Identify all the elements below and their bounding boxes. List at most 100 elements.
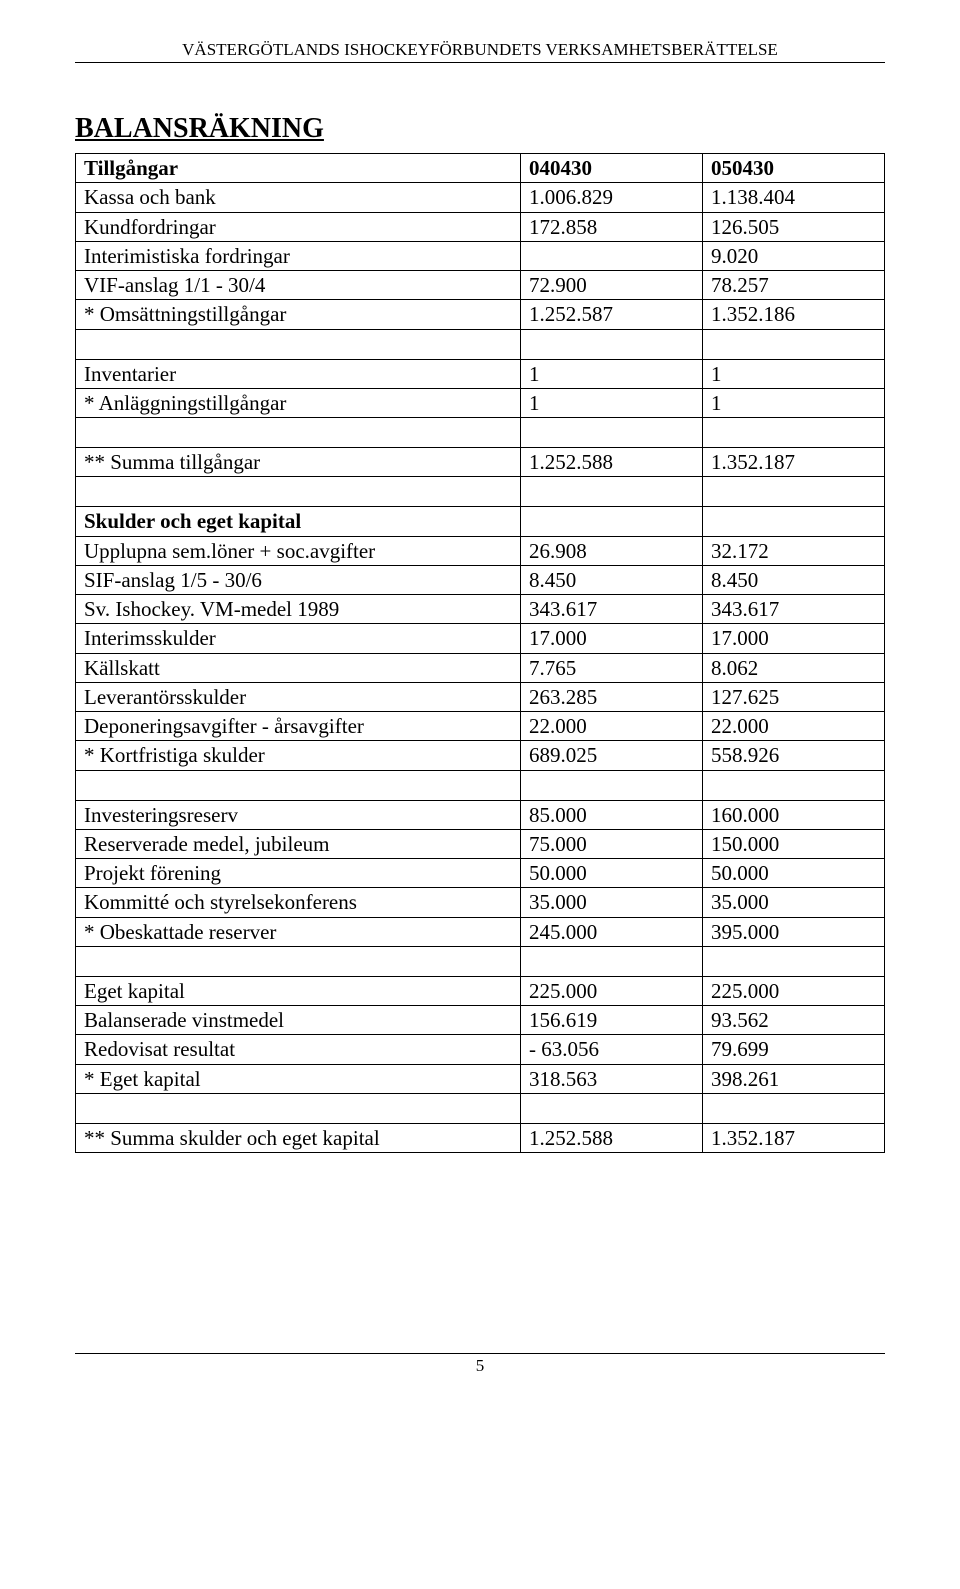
table-row: Projekt förening50.00050.000 bbox=[76, 859, 885, 888]
cell-empty bbox=[76, 946, 521, 976]
cell-value-2: 160.000 bbox=[702, 800, 884, 829]
cell-value-1: 8.450 bbox=[520, 565, 702, 594]
cell-empty bbox=[76, 418, 521, 448]
cell-value-2: 1 bbox=[702, 359, 884, 388]
cell-value-2 bbox=[702, 507, 884, 536]
page-header: VÄSTERGÖTLANDS ISHOCKEYFÖRBUNDETS VERKSA… bbox=[75, 40, 885, 60]
cell-label: Projekt förening bbox=[76, 859, 521, 888]
table-row: * Obeskattade reserver245.000395.000 bbox=[76, 917, 885, 946]
cell-value-2: 17.000 bbox=[702, 624, 884, 653]
cell-empty bbox=[76, 477, 521, 507]
cell-value-1: 26.908 bbox=[520, 536, 702, 565]
cell-label: * Anläggningstillgångar bbox=[76, 388, 521, 417]
cell-value-2: 50.000 bbox=[702, 859, 884, 888]
header-rule bbox=[75, 62, 885, 63]
table-row: * Anläggningstillgångar11 bbox=[76, 388, 885, 417]
cell-value-1: 22.000 bbox=[520, 712, 702, 741]
table-row: Redovisat resultat- 63.05679.699 bbox=[76, 1035, 885, 1064]
table-row: VIF-anslag 1/1 - 30/472.90078.257 bbox=[76, 271, 885, 300]
table-row: * Kortfristiga skulder689.025558.926 bbox=[76, 741, 885, 770]
cell-value-2: 8.062 bbox=[702, 653, 884, 682]
cell-value-1: 75.000 bbox=[520, 829, 702, 858]
cell-label: Källskatt bbox=[76, 653, 521, 682]
table-row bbox=[76, 946, 885, 976]
cell-value-2: 127.625 bbox=[702, 682, 884, 711]
cell-label: Interimsskulder bbox=[76, 624, 521, 653]
cell-label: * Omsättningstillgångar bbox=[76, 300, 521, 329]
cell-value-2: 150.000 bbox=[702, 829, 884, 858]
cell-value-2: 395.000 bbox=[702, 917, 884, 946]
cell-label: VIF-anslag 1/1 - 30/4 bbox=[76, 271, 521, 300]
cell-value-1: 263.285 bbox=[520, 682, 702, 711]
cell-label: * Kortfristiga skulder bbox=[76, 741, 521, 770]
table-row: Investeringsreserv85.000160.000 bbox=[76, 800, 885, 829]
cell-value-2: 1.352.187 bbox=[702, 1123, 884, 1152]
cell-empty bbox=[702, 1093, 884, 1123]
cell-value-2: 1 bbox=[702, 388, 884, 417]
cell-value-2: 78.257 bbox=[702, 271, 884, 300]
cell-value-1: 172.858 bbox=[520, 212, 702, 241]
cell-label: Investeringsreserv bbox=[76, 800, 521, 829]
cell-value-2: 1.352.187 bbox=[702, 448, 884, 477]
table-row: Källskatt7.7658.062 bbox=[76, 653, 885, 682]
cell-value-1: 1 bbox=[520, 388, 702, 417]
table-row: Upplupna sem.löner + soc.avgifter26.9083… bbox=[76, 536, 885, 565]
cell-value-1: 225.000 bbox=[520, 976, 702, 1005]
cell-empty bbox=[520, 770, 702, 800]
cell-label: ** Summa skulder och eget kapital bbox=[76, 1123, 521, 1152]
cell-value-2: 398.261 bbox=[702, 1064, 884, 1093]
cell-empty bbox=[702, 770, 884, 800]
table-row: * Omsättningstillgångar1.252.5871.352.18… bbox=[76, 300, 885, 329]
cell-empty bbox=[520, 418, 702, 448]
cell-label: Deponeringsavgifter - årsavgifter bbox=[76, 712, 521, 741]
table-row: Kundfordringar172.858126.505 bbox=[76, 212, 885, 241]
table-row: Interimsskulder17.00017.000 bbox=[76, 624, 885, 653]
cell-empty bbox=[702, 418, 884, 448]
section-title: BALANSRÄKNING bbox=[75, 113, 885, 145]
cell-value-1: 17.000 bbox=[520, 624, 702, 653]
table-row: Kassa och bank1.006.8291.138.404 bbox=[76, 183, 885, 212]
cell-label: * Eget kapital bbox=[76, 1064, 521, 1093]
cell-value-1: 689.025 bbox=[520, 741, 702, 770]
cell-value-2: 225.000 bbox=[702, 976, 884, 1005]
cell-value-2: 8.450 bbox=[702, 565, 884, 594]
cell-empty bbox=[520, 1093, 702, 1123]
cell-value-2: 1.138.404 bbox=[702, 183, 884, 212]
cell-value-2: 79.699 bbox=[702, 1035, 884, 1064]
cell-value-1 bbox=[520, 507, 702, 536]
cell-empty bbox=[702, 329, 884, 359]
table-row: Kommitté och styrelsekonferens35.00035.0… bbox=[76, 888, 885, 917]
cell-empty bbox=[76, 1093, 521, 1123]
table-row bbox=[76, 1093, 885, 1123]
cell-label: Interimistiska fordringar bbox=[76, 241, 521, 270]
table-row: Eget kapital225.000225.000 bbox=[76, 976, 885, 1005]
cell-empty bbox=[520, 946, 702, 976]
cell-value-1: 7.765 bbox=[520, 653, 702, 682]
table-row: SIF-anslag 1/5 - 30/68.4508.450 bbox=[76, 565, 885, 594]
cell-value-1: 1 bbox=[520, 359, 702, 388]
balance-table: Tillgångar040430050430Kassa och bank1.00… bbox=[75, 153, 885, 1153]
cell-label: Reserverade medel, jubileum bbox=[76, 829, 521, 858]
cell-empty bbox=[702, 946, 884, 976]
cell-value-2: 343.617 bbox=[702, 595, 884, 624]
cell-value-2: 93.562 bbox=[702, 1006, 884, 1035]
cell-value-1: 040430 bbox=[520, 154, 702, 183]
table-row: Reserverade medel, jubileum75.000150.000 bbox=[76, 829, 885, 858]
cell-value-1: 35.000 bbox=[520, 888, 702, 917]
table-row: Balanserade vinstmedel156.61993.562 bbox=[76, 1006, 885, 1035]
cell-label: Kommitté och styrelsekonferens bbox=[76, 888, 521, 917]
cell-value-1: 1.252.588 bbox=[520, 1123, 702, 1152]
cell-empty bbox=[702, 477, 884, 507]
cell-value-2: 1.352.186 bbox=[702, 300, 884, 329]
cell-empty bbox=[76, 770, 521, 800]
cell-empty bbox=[520, 477, 702, 507]
table-row: Sv. Ishockey. VM-medel 1989343.617343.61… bbox=[76, 595, 885, 624]
table-row: Leverantörsskulder263.285127.625 bbox=[76, 682, 885, 711]
cell-label: ** Summa tillgångar bbox=[76, 448, 521, 477]
cell-value-2: 22.000 bbox=[702, 712, 884, 741]
cell-label: Tillgångar bbox=[76, 154, 521, 183]
cell-empty bbox=[520, 329, 702, 359]
table-row: ** Summa tillgångar1.252.5881.352.187 bbox=[76, 448, 885, 477]
cell-value-1: 156.619 bbox=[520, 1006, 702, 1035]
cell-value-2: 050430 bbox=[702, 154, 884, 183]
